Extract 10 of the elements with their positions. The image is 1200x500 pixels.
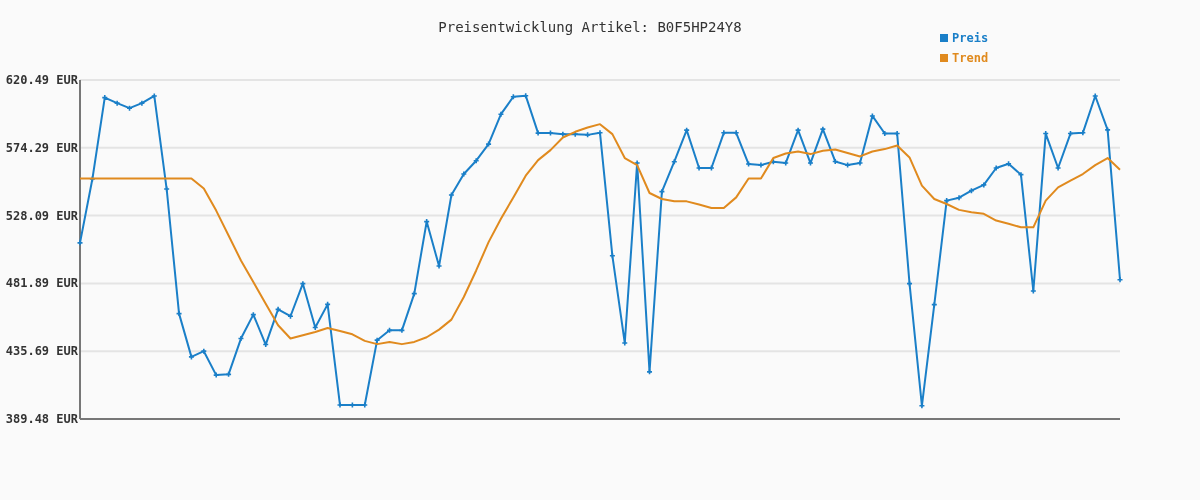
line-series — [79, 123, 1121, 346]
y-tick-label: 620.49 EUR — [5, 73, 79, 87]
y-tick-label: 435.69 EUR — [5, 344, 79, 359]
legend-label: Preis — [952, 31, 989, 45]
y-tick-label: 574.29 EUR — [5, 140, 79, 155]
legend-label: Trend — [952, 51, 989, 65]
chart-title: Preisentwicklung Artikel: B0F5HP24Y8 — [438, 19, 742, 35]
y-tick-label: 528.09 EUR — [5, 208, 79, 223]
y-tick-label: 389.48 EUR — [5, 412, 79, 426]
y-tick-label: 481.89 EUR — [5, 276, 79, 291]
